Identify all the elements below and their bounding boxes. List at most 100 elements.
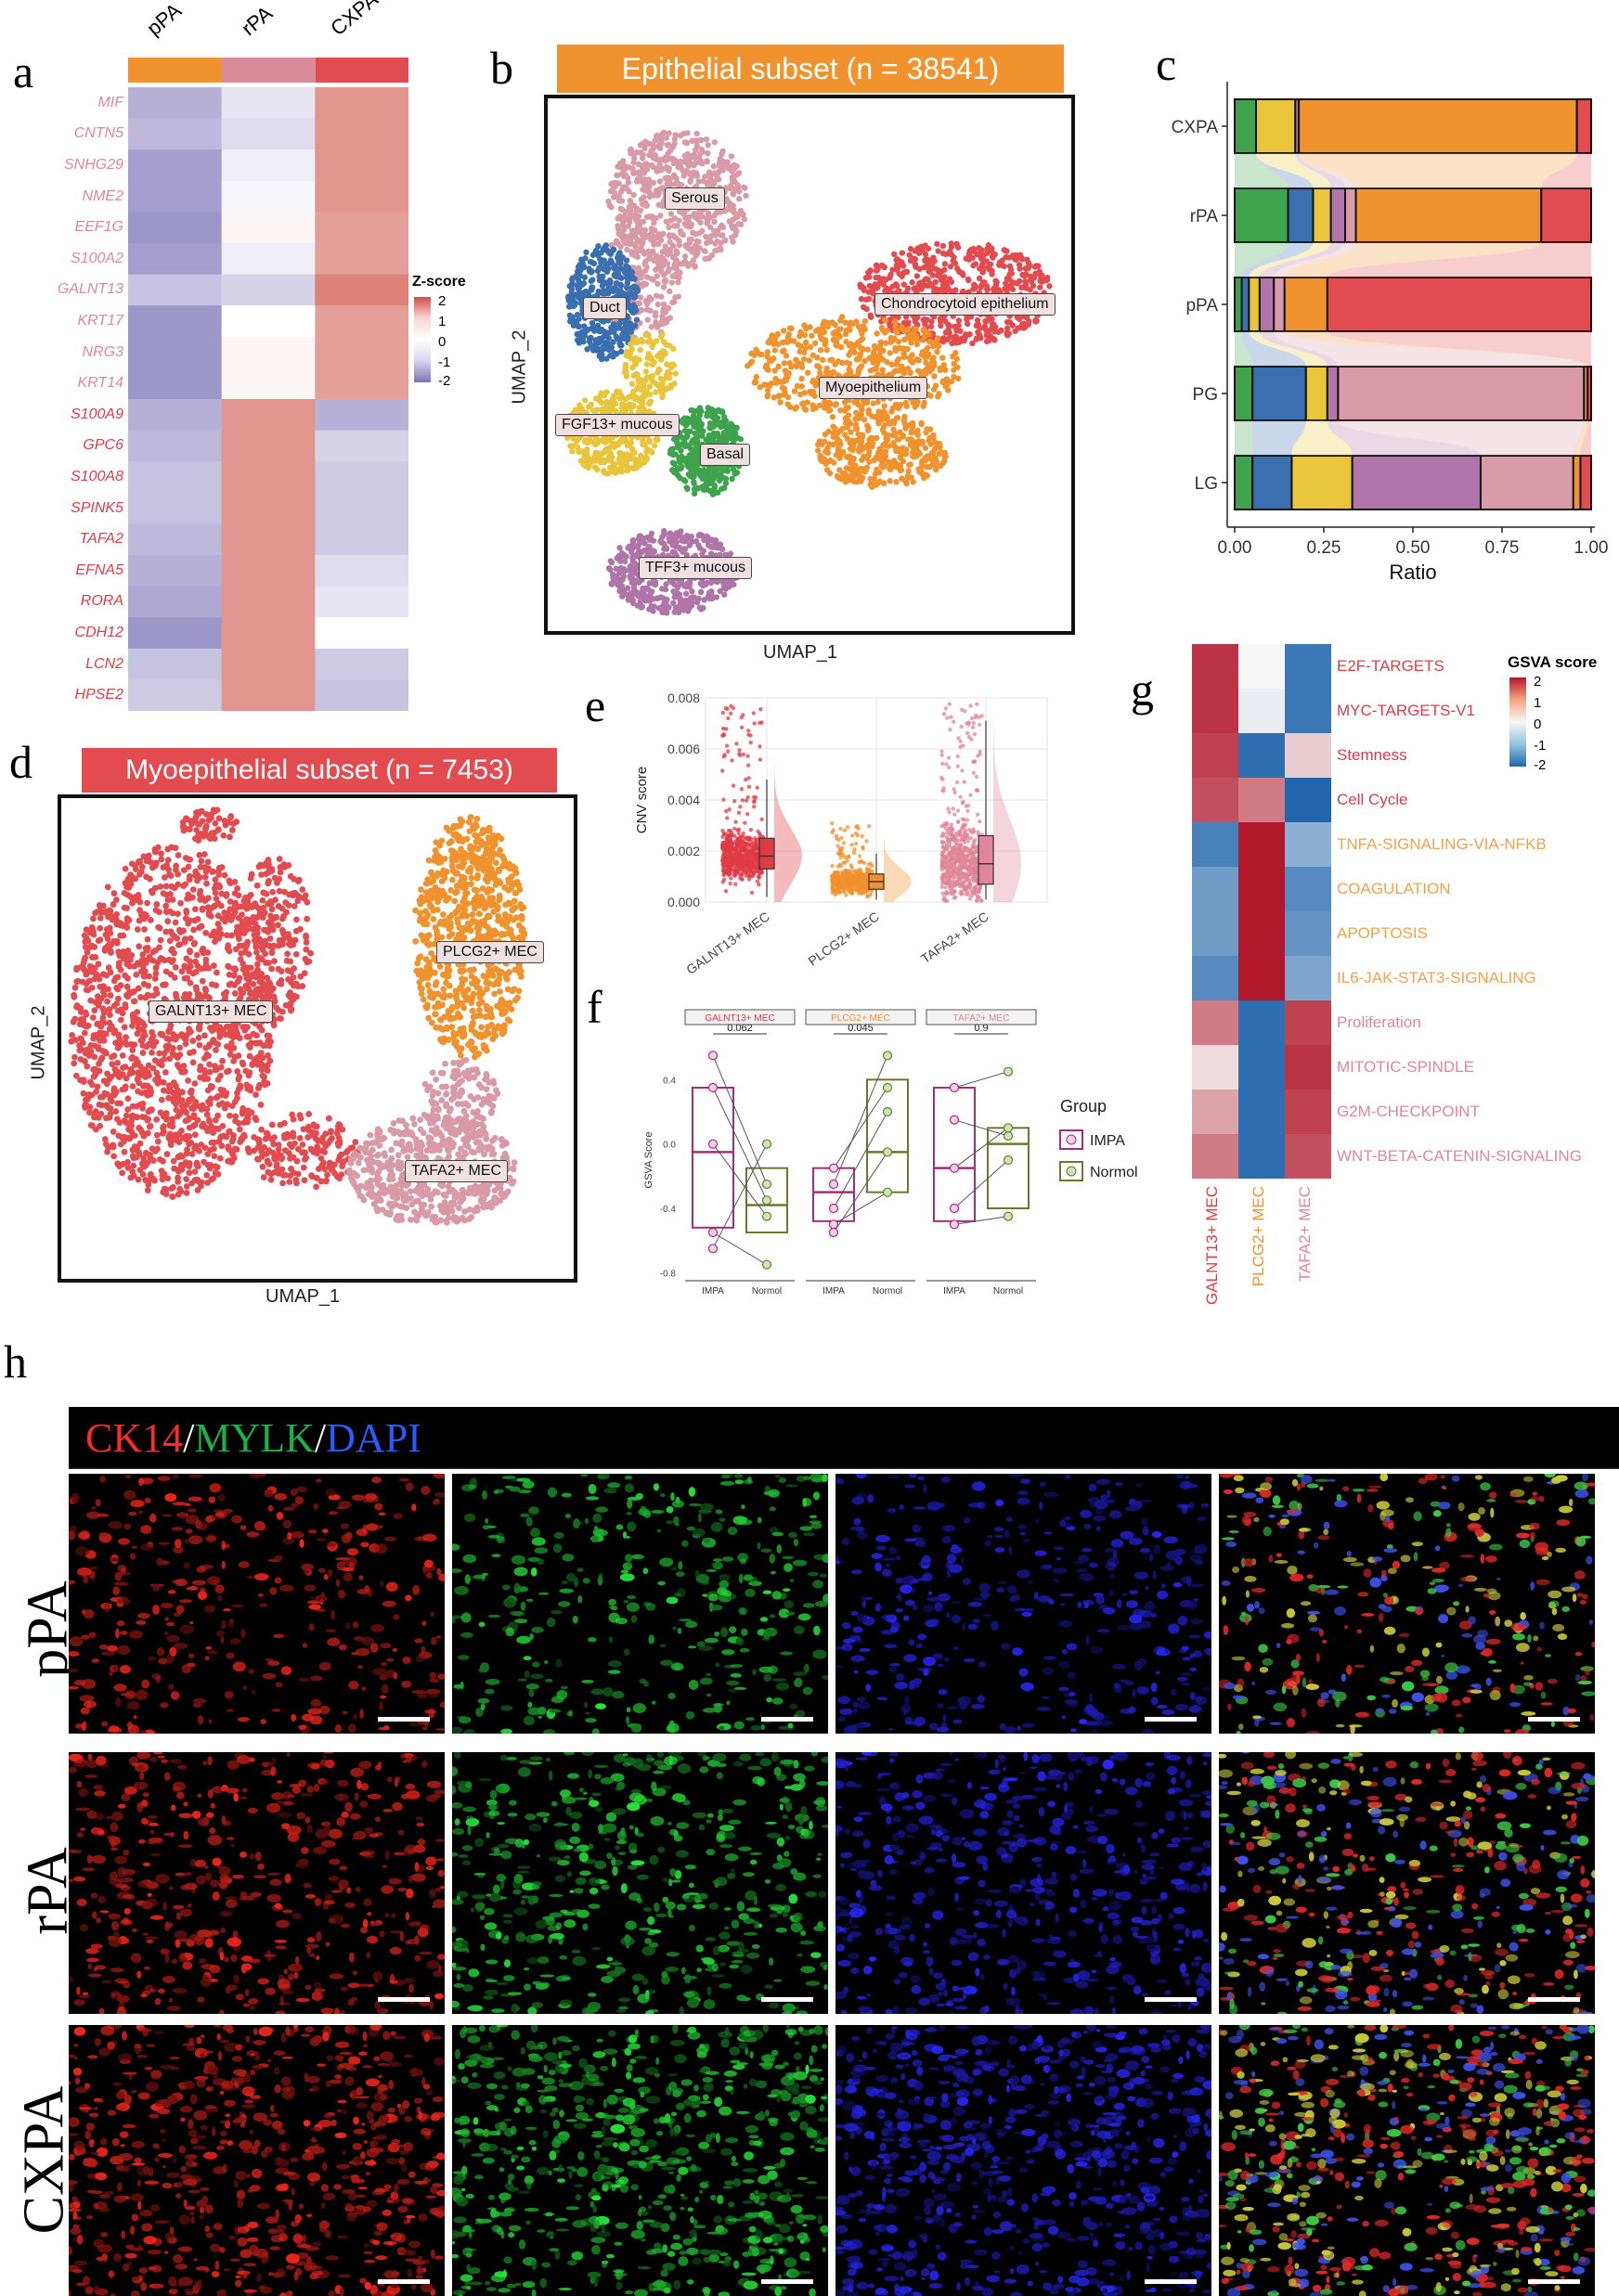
umap-b-point [619, 186, 626, 192]
umap-d-point [135, 985, 142, 992]
umap-b-point [1004, 318, 1011, 326]
umap-b-point [659, 249, 667, 255]
umap-b-point [605, 346, 613, 354]
umap-b-point [806, 357, 812, 364]
umap-d-point [137, 869, 145, 875]
umap-b-point [864, 346, 871, 353]
chart-c-category-label: PG [1193, 385, 1218, 405]
umap-b-point [938, 322, 944, 329]
umap-b-point [641, 261, 648, 267]
umap-b-point [642, 200, 649, 206]
umap-b-point [680, 546, 688, 552]
umap-b-point [628, 590, 635, 597]
umap-b-point [719, 222, 725, 229]
umap-b-point [880, 448, 887, 455]
umap-b-point [863, 399, 871, 406]
umap-b-point [901, 413, 908, 420]
umap-d-point [202, 956, 210, 963]
umap-b-point [870, 290, 876, 297]
heatmap-a-col-pPA: pPA [142, 0, 186, 41]
umap-b-point [907, 461, 913, 468]
umap-b-point [900, 263, 907, 269]
chart-c-flow [1252, 420, 1306, 456]
umap-b-point [816, 402, 823, 408]
umap-b-point [678, 181, 685, 188]
umap-b-point [661, 527, 667, 535]
umap-b-point [660, 305, 667, 313]
umap-b-point [646, 337, 654, 343]
umap-d-point [265, 1051, 271, 1059]
umap-d-point [71, 1037, 79, 1044]
umap-b-point [680, 173, 687, 179]
umap-d-point [81, 1029, 88, 1037]
umap-b-point [635, 548, 642, 554]
umap-b-point [741, 184, 747, 191]
umap-b-point [654, 369, 661, 376]
umap-d-point [109, 1061, 116, 1068]
umap-b-point [582, 288, 589, 295]
umap-b-point [648, 530, 655, 537]
heatmap-a-cell [221, 461, 316, 494]
umap-b-point [723, 160, 731, 167]
umap-b-point [622, 330, 629, 338]
heatmap-a-cell [221, 399, 316, 432]
umap-b-point [942, 318, 949, 325]
umap-d-point [143, 1043, 150, 1051]
umap-b-point [633, 148, 641, 156]
chart-c-xlabel: Ratio [1389, 561, 1436, 584]
umap-d-point [95, 937, 102, 945]
heatmap-a-gene-label: MIF [97, 94, 123, 110]
umap-d-point [253, 961, 261, 968]
umap-b-point [663, 546, 670, 552]
umap-b-point [691, 211, 697, 217]
umap-b-point [679, 537, 685, 544]
umap-b-point [581, 274, 589, 281]
cluster-label-myoepithelium: Myoepithelium [819, 377, 928, 399]
umap-b-point [846, 352, 852, 358]
umap-b-point [611, 394, 617, 401]
umap-d-point [188, 1151, 196, 1157]
umap-b-point [691, 485, 698, 493]
umap-b-point [892, 328, 900, 334]
umap-b-point [703, 436, 709, 444]
umap-b-point [636, 397, 642, 404]
heatmap-a-cell [128, 274, 223, 306]
umap-d-point [198, 858, 205, 865]
umap-b-point [570, 322, 577, 329]
umap-b-point [603, 404, 610, 410]
heatmap-a-cell [315, 368, 408, 400]
umap-b-point [623, 438, 630, 445]
chart-c-bar-segment [1304, 366, 1328, 421]
umap-b-point [677, 458, 684, 466]
umap-b-point [611, 194, 617, 200]
umap-b-point [860, 445, 866, 452]
umap-b-point [858, 327, 864, 334]
umap-b-point [651, 603, 657, 610]
umap-b-point [948, 378, 955, 385]
umap-b-point [582, 436, 589, 444]
umap-b-point [955, 322, 962, 329]
umap-b-point [669, 600, 677, 607]
umap-b-point [858, 284, 864, 290]
umap-d-point [235, 1119, 242, 1127]
umap-b-point [757, 383, 764, 391]
umap-b-point [858, 405, 865, 411]
chart-c-bar-segment [1326, 277, 1592, 332]
umap-b-point [646, 391, 654, 398]
umap-b-point [601, 257, 607, 264]
umap-b-point [576, 447, 583, 454]
umap-b-point [669, 451, 676, 458]
umap-b-point [825, 402, 832, 408]
umap-b-point [836, 333, 843, 341]
umap-b-point [974, 335, 980, 342]
umap-d-point [152, 970, 160, 977]
umap-b-point [620, 573, 628, 580]
umap-d-point [147, 917, 154, 923]
umap-b-point [663, 581, 669, 587]
umap-b-point [847, 453, 853, 460]
umap-b-point [1020, 320, 1028, 327]
heatmap-a-cell [221, 679, 316, 711]
umap-b-point [965, 277, 972, 284]
umap-b-point [648, 595, 654, 601]
umap-b-point [971, 285, 978, 291]
